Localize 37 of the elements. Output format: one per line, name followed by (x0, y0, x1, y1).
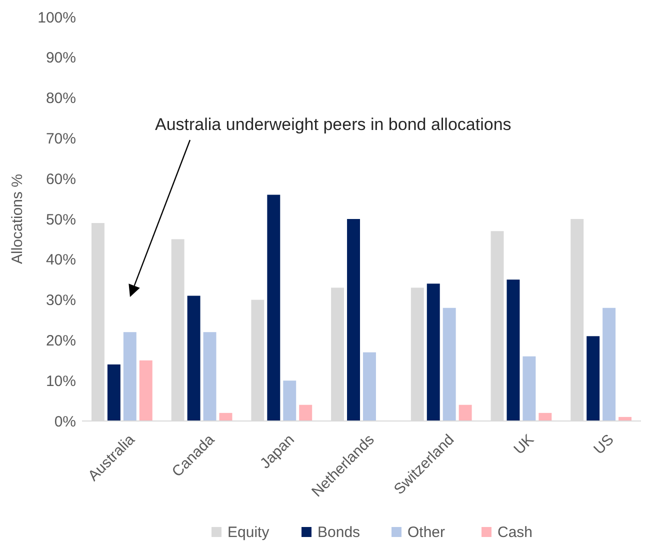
bar (426, 284, 440, 421)
legend-label: Cash (498, 524, 533, 541)
legend-label: Equity (228, 524, 270, 541)
y-tick-label: 40% (46, 252, 76, 269)
bar (139, 360, 152, 421)
y-tick-label: 50% (46, 211, 76, 228)
y-tick-label: 100% (38, 9, 76, 26)
bar (187, 296, 200, 421)
y-tick-label: 10% (46, 372, 76, 390)
bar (522, 356, 536, 421)
bar (506, 280, 520, 421)
bar (283, 380, 296, 421)
bar (538, 412, 552, 421)
y-tick-label: 30% (46, 292, 76, 310)
bar (602, 308, 616, 421)
bar (458, 404, 472, 421)
y-tick-label: 20% (46, 332, 76, 350)
annotation: Australia underweight peers in bond allocations (155, 115, 512, 134)
bar (363, 352, 376, 421)
bar (267, 194, 280, 421)
bar (123, 332, 136, 421)
bar (347, 219, 360, 421)
y-tick-label: 70% (46, 130, 76, 148)
bar (442, 308, 456, 421)
bar (203, 332, 216, 421)
y-axis-title: Allocations % (9, 174, 26, 264)
y-tick-label: 0% (54, 413, 76, 430)
y-tick-label: 60% (46, 170, 76, 188)
legend-label: Bonds (318, 524, 360, 541)
x-tick-label: UK (510, 431, 538, 458)
y-tick-label: 90% (46, 50, 76, 67)
y-tick-label: 80% (46, 90, 76, 108)
legend-label: Other (408, 524, 446, 541)
x-tick-label: US (590, 431, 618, 458)
bar (299, 404, 312, 421)
bar (586, 336, 600, 421)
bar (107, 364, 120, 421)
